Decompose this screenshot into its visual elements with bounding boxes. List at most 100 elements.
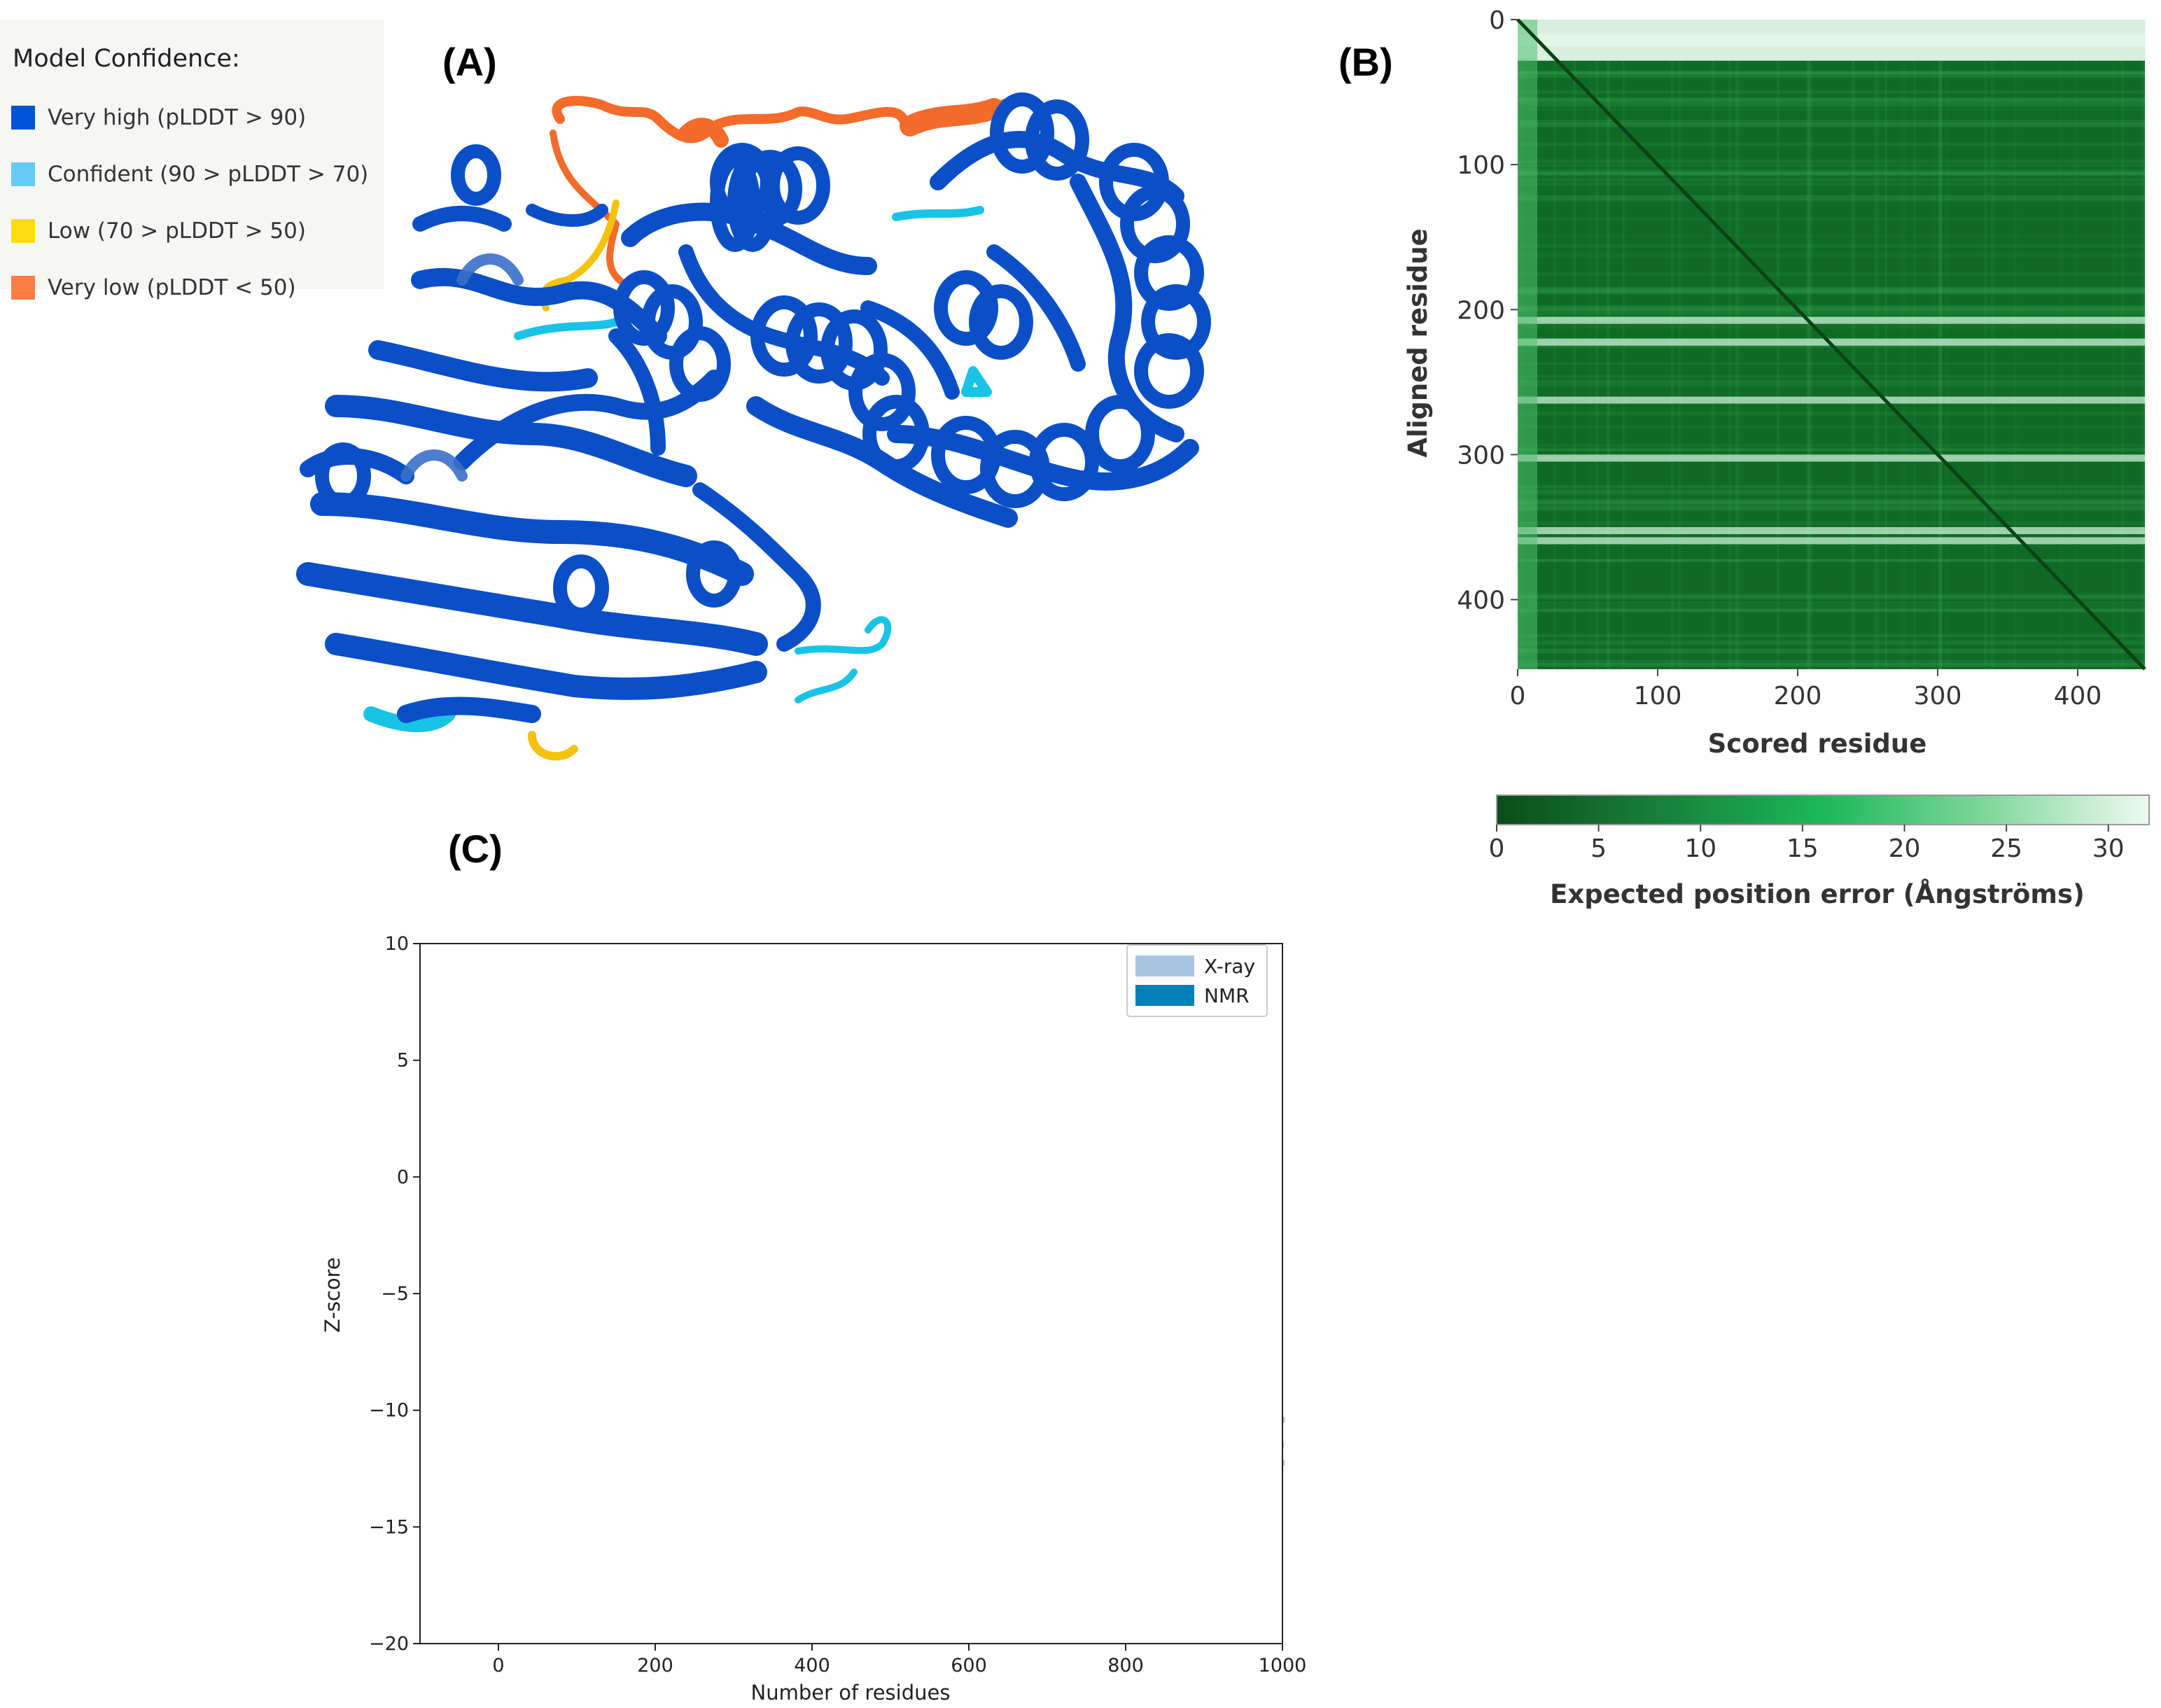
pae-x-tick-label: 400 [2054, 682, 2102, 710]
pae-band [1518, 522, 2145, 525]
pae-band [1518, 425, 2145, 428]
panel-label-a: (A) [442, 40, 497, 84]
pae-x-tick-label: 300 [1914, 682, 1962, 710]
pae-high-error-row [1518, 537, 2145, 545]
zscore-x-tick-label: 400 [794, 1655, 830, 1676]
pae-band [1518, 485, 2145, 489]
pae-band [1518, 662, 2145, 667]
pae-band [1518, 173, 2145, 176]
pae-band [1518, 178, 2145, 182]
pae-band [1518, 90, 2145, 94]
pae-diagonal [1516, 18, 2146, 671]
legend-item-very-low: Very low (pLDDT < 50) [11, 274, 296, 302]
pae-band [1518, 337, 2145, 340]
pae-band [1518, 74, 2145, 78]
zscore-x-tick-label: 1000 [1259, 1655, 1307, 1676]
legend-swatch [11, 219, 35, 243]
pae-band [1518, 98, 2145, 103]
pae-band [1518, 305, 2145, 311]
pae-band [1518, 640, 2145, 644]
pae-band [1518, 499, 2145, 505]
pae-band [1518, 501, 2145, 505]
pae-band [1518, 384, 2145, 386]
pae-colorbar-tick-label: 25 [1990, 834, 2022, 863]
pae-high-error-row [1518, 316, 2145, 324]
pae-colorbar-tick-label: 0 [1489, 834, 1505, 863]
legend-label: Very low (pLDDT < 50) [48, 275, 296, 300]
pae-band [1518, 601, 2145, 604]
pae-band [1518, 253, 2145, 258]
pae-band [1518, 663, 2145, 666]
pae-band [1518, 648, 2145, 654]
pae-band [1518, 169, 2145, 174]
pae-colorbar-tick-label: 15 [1786, 834, 1819, 863]
zscore-y-tick-label: 5 [397, 1050, 409, 1072]
zscore-y-tick-label: −5 [381, 1283, 409, 1305]
legend-swatch-xray [1135, 955, 1194, 976]
legend-swatch [11, 106, 35, 130]
pae-high-error-row [1518, 454, 2145, 462]
pae-band [1518, 634, 2145, 638]
pae-x-tick-label: 100 [1634, 682, 1682, 710]
pae-band [1518, 596, 2145, 599]
pae-band [1518, 287, 2145, 292]
legend-label: Low (70 > pLDDT > 50) [48, 218, 306, 244]
zscore-y-tick-label: 10 [385, 933, 409, 955]
pae-band [1518, 272, 2145, 276]
pae-band [1518, 71, 2145, 74]
pae-high-error-row [1518, 396, 2145, 404]
pae-y-tick-label: 300 [1457, 441, 1505, 470]
pae-band [1518, 604, 2145, 608]
zscore-x-tick-label: 600 [951, 1655, 987, 1676]
pae-band [1518, 195, 2145, 200]
pae-left-column [1518, 20, 1537, 669]
legend-label: Very high (pLDDT > 90) [48, 105, 307, 130]
zscore-x-tick-label: 800 [1107, 1655, 1144, 1676]
confidence-legend: Model Confidence: Very high (pLDDT > 90)… [0, 20, 384, 300]
pae-band [1518, 411, 2145, 416]
pae-band [1518, 489, 2145, 495]
legend-swatch [11, 276, 35, 300]
pae-band [1518, 75, 2145, 78]
pae-band [1518, 182, 2145, 186]
pae-y-axis-label: Aligned residue [1403, 228, 1433, 457]
pae-band [1518, 312, 2145, 316]
legend-item-very-high: Very high (pLDDT > 90) [11, 104, 306, 132]
legend-title: Model Confidence: [13, 45, 240, 73]
pae-band [1518, 217, 2145, 221]
pae-band [1518, 324, 2145, 329]
pae-colorbar-tick-label: 5 [1590, 834, 1607, 863]
pae-band [1518, 447, 2145, 451]
pae-band [1518, 443, 2145, 447]
legend-item-confident: Confident (90 > pLDDT > 70) [11, 160, 368, 188]
pae-band [1518, 559, 2145, 562]
legend-item-low: Low (70 > pLDDT > 50) [11, 217, 306, 245]
pae-band [1518, 73, 2145, 76]
pae-colorbar [1496, 794, 2150, 825]
pae-band [1518, 171, 2145, 174]
pae-band [1518, 159, 2145, 164]
pae-band [1518, 102, 2145, 107]
pae-band [1518, 609, 2145, 612]
pae-y-tick-label: 100 [1457, 151, 1505, 180]
zscore-y-tick-label: −10 [369, 1400, 409, 1422]
pae-band [1518, 505, 2145, 509]
pae-band [1518, 70, 2145, 75]
zscore-y-tick-label: −15 [369, 1516, 409, 1538]
pae-colorbar-label: Expected position error (Ångströms) [1550, 878, 2085, 909]
pae-y-tick-label: 200 [1457, 296, 1505, 325]
pae-band [1518, 244, 2145, 248]
pae-x-axis-label: Scored residue [1708, 729, 1927, 759]
pae-band [1518, 379, 2145, 384]
pae-y-tick-label: 0 [1489, 6, 1505, 35]
pae-band [1518, 448, 2145, 451]
pae-band [1518, 120, 2145, 125]
pae-x-tick-label: 200 [1774, 682, 1822, 710]
legend-label: Confident (90 > pLDDT > 70) [48, 162, 369, 187]
pae-band [1518, 374, 2145, 378]
pae-high-error-row [1518, 34, 2145, 61]
pae-colorbar-tick-label: 10 [1684, 834, 1716, 863]
